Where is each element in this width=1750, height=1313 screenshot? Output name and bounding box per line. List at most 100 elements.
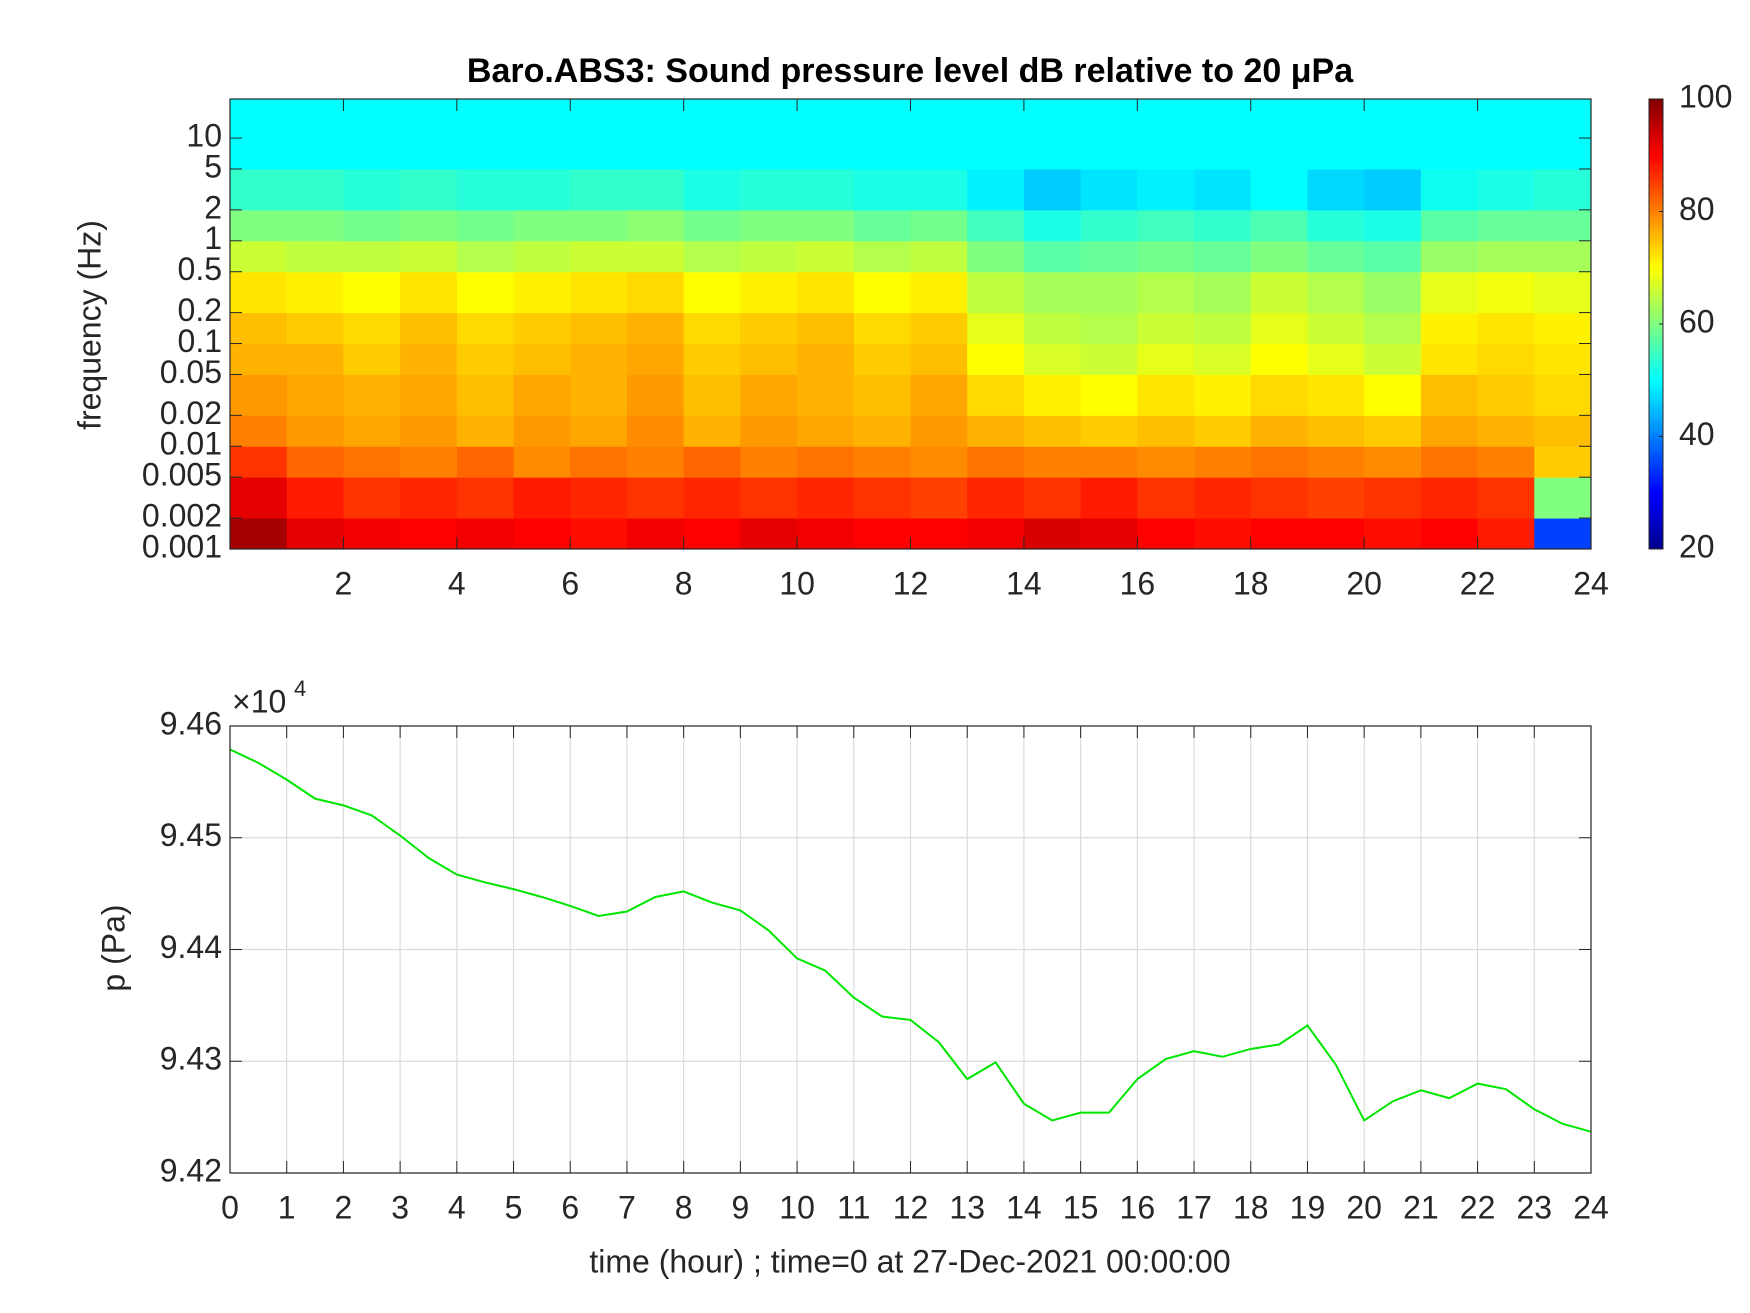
heatmap-cell [400,446,458,478]
heatmap-cell [1364,518,1422,550]
heatmap-cell [513,209,571,242]
heatmap-cell [400,343,458,375]
heatmap-cell [853,518,911,550]
heatmap-cell [1534,240,1592,273]
heatmap-cell [740,209,798,242]
x-tick-label: 16 [1120,565,1156,601]
x-tick-label: 24 [1573,1189,1609,1225]
y-tick-label: 9.45 [160,817,222,853]
heatmap-cell [1250,415,1308,447]
heatmap-cell [797,168,855,211]
heatmap-cell [853,240,911,273]
heatmap-cell [740,446,798,478]
y-exponent-power: 4 [294,676,306,701]
y-tick-label: 0.05 [160,354,222,390]
heatmap-cell [400,477,458,519]
heatmap-cell [740,240,798,273]
heatmap-cell [513,99,571,170]
heatmap-cell [343,477,401,519]
heatmap-cell [286,343,344,375]
heatmap-cell [1080,374,1138,416]
heatmap-cell [853,168,911,211]
heatmap-cell [570,343,628,375]
heatmap-cell [1080,518,1138,550]
heatmap-cell [740,518,798,550]
heatmap-cell [230,99,288,170]
heatmap-cell [1023,168,1082,211]
heatmap-cell [513,477,571,519]
heatmap-cell [1477,343,1535,375]
heatmap-cell [626,477,685,519]
heatmap-cell [1420,271,1479,314]
heatmap-cell [1364,415,1422,447]
heatmap-cell [1364,240,1422,273]
heatmap-cell [1137,271,1195,314]
heatmap-cell [1194,240,1252,273]
heatmap-cell [1137,312,1195,345]
heatmap-cell [513,168,571,211]
x-tick-label: 0 [221,1189,239,1225]
heatmap-cell [513,446,571,478]
heatmap-cell [456,312,515,345]
heatmap-cell [1307,446,1365,478]
heatmap-cell [1477,271,1535,314]
heatmap-cell [967,374,1025,416]
heatmap-cell [683,518,741,550]
y-tick-label: 5 [204,148,222,184]
heatmap-cell [513,271,571,314]
colorbar-tick-label: 60 [1679,303,1715,339]
heatmap-cell [1534,209,1592,242]
heatmap-cell [400,271,458,314]
x-axis-label: time (hour) ; time=0 at 27-Dec-2021 00:0… [589,1243,1230,1279]
heatmap-cell [1194,209,1252,242]
heatmap-cell [343,168,401,211]
heatmap-cell [1250,168,1308,211]
y-exponent-base: ×10 [232,683,286,719]
x-tick-label: 16 [1120,1189,1156,1225]
heatmap-cell [1477,415,1535,447]
heatmap-cell [1250,374,1308,416]
heatmap-cell [570,240,628,273]
heatmap-cell [1534,271,1592,314]
heatmap-cell [1364,312,1422,345]
x-tick-label: 17 [1176,1189,1212,1225]
heatmap-cell [910,271,968,314]
heatmap-cell [626,415,685,447]
heatmap-cell [1080,271,1138,314]
heatmap-cell [343,343,401,375]
heatmap-cell [230,271,288,314]
heatmap-cell [400,415,458,447]
heatmap-cell [1477,312,1535,345]
heatmap-cell [230,518,288,550]
heatmap-cell [683,209,741,242]
heatmap-cell [1250,312,1308,345]
heatmap-cell [456,415,515,447]
heatmap-cell [343,446,401,478]
heatmap-cell [1364,271,1422,314]
heatmap-cell [1420,99,1479,170]
heatmap-cell [1420,343,1479,375]
y-tick-label: 9.42 [160,1152,222,1188]
heatmap-cell [1137,374,1195,416]
heatmap-cell [910,99,968,170]
heatmap-cell [1023,312,1082,345]
heatmap-cell [1023,343,1082,375]
heatmap-cell [343,240,401,273]
x-tick-label: 6 [561,1189,579,1225]
heatmap-cell [1137,343,1195,375]
heatmap-cell [286,271,344,314]
y-tick-label: 1 [204,220,222,256]
x-tick-label: 8 [675,565,693,601]
heatmap-cell [286,518,344,550]
y-tick-label: 0.2 [178,292,222,328]
heatmap-cell [1307,209,1365,242]
heatmap-cell [740,343,798,375]
x-tick-label: 3 [391,1189,409,1225]
heatmap-cell [853,271,911,314]
heatmap-cell [286,99,344,170]
heatmap-cell [456,168,515,211]
heatmap-cell [797,374,855,416]
heatmap-cell [513,240,571,273]
heatmap-cell [570,477,628,519]
heatmap-cell [1534,374,1592,416]
